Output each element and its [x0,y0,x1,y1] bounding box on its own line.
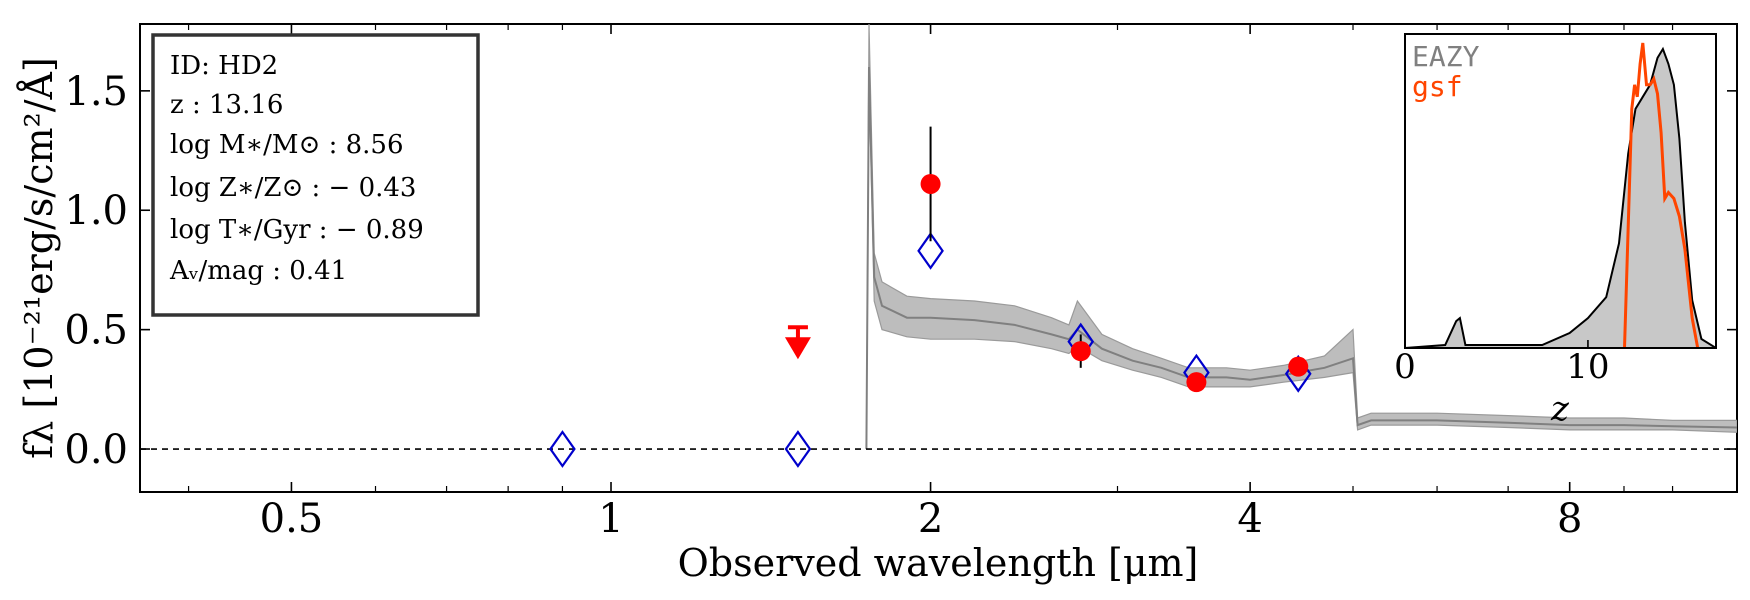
inset-x-tick-label: 10 [1566,347,1609,387]
observed-point [1070,341,1091,362]
x-tick-label: 0.5 [260,496,324,542]
x-tick-label: 2 [918,496,943,542]
info-stellar-mass: log M∗/M⊙ : 8.56 [170,130,404,160]
inset-legend-gsf: gsf [1412,70,1463,103]
info-redshift: z : 13.16 [170,90,283,120]
model-spectrum-line [865,66,1737,450]
info-box: ID: HD2 z : 13.16 log M∗/M⊙ : 8.56 log Z… [151,33,480,317]
observed-point [1288,356,1309,377]
model-photometry-diamond [784,430,812,468]
model-photometry-diamond [917,231,944,270]
x-axis-title: Observed wavelength [μm] [678,541,1199,585]
observed-point [920,173,941,194]
model-photometry-diamond [549,430,576,468]
inset-legend-eazy: EAZY [1412,40,1480,73]
x-tick-label: 8 [1557,496,1582,542]
observed-point [1186,372,1207,393]
info-id: ID: HD2 [170,51,278,81]
info-box-frame [151,33,480,317]
x-tick-label: 1 [598,496,623,542]
info-dust: Aᵥ/mag : 0.41 [169,256,347,286]
inset-eazy-fill [1405,49,1716,348]
inset-gsf-line [1623,42,1700,348]
info-age: log T∗/Gyr : − 0.89 [170,215,424,245]
y-tick-label: 0.5 [64,308,128,354]
inset-x-axis-title: z [1550,389,1570,429]
inset-eazy-line [1405,46,1716,348]
inset-plot: 0 10 EAZY gsf z [1394,33,1717,429]
y-axis-title: fλ [10⁻²¹erg/s/cm²/Å] [17,57,61,459]
inset-frame [1404,33,1717,349]
plot-frame [139,23,1738,493]
info-metallicity: log Z∗/Z⊙ : − 0.43 [170,173,416,203]
upper-limit-arrow [784,337,811,360]
y-tick-label: 0.0 [64,427,128,473]
inset-x-tick-label: 0 [1394,347,1416,387]
y-tick-label: 1.0 [64,188,128,234]
y-tick-label: 1.5 [64,69,128,115]
x-tick-label: 4 [1237,496,1262,542]
